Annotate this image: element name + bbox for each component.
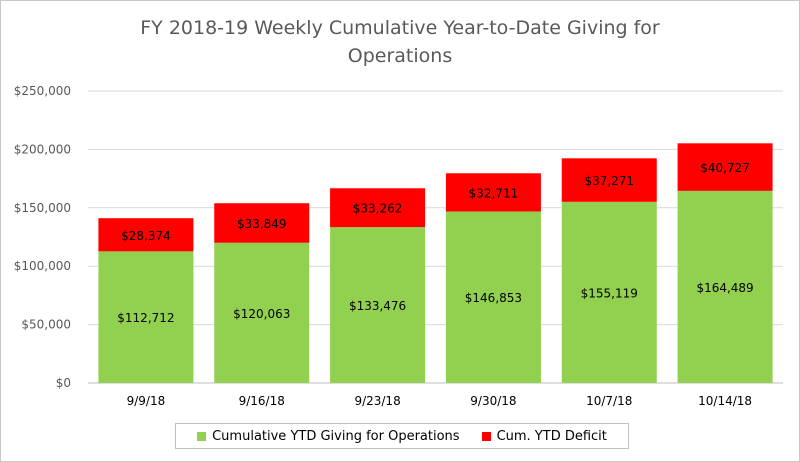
legend-swatch-deficit (481, 431, 491, 441)
data-label-deficit: $28,374 (121, 229, 171, 243)
legend-item-giving: Cumulative YTD Giving for Operations (197, 428, 460, 444)
bar-giving (561, 201, 657, 383)
chart-title-line-2: Operations (347, 45, 453, 67)
data-label-giving: $164,489 (696, 281, 753, 295)
data-label-deficit: $37,271 (584, 174, 634, 188)
legend-label-giving: Cumulative YTD Giving for Operations (212, 428, 460, 444)
legend-item-deficit: Cum. YTD Deficit (481, 428, 607, 444)
bar-giving (98, 251, 194, 383)
chart-title-line-1: FY 2018-19 Weekly Cumulative Year-to-Dat… (140, 17, 660, 39)
data-label-deficit: $33,849 (237, 217, 287, 231)
bar-giving (677, 190, 773, 383)
bar-giving (214, 242, 310, 383)
y-tick-label: $150,000 (14, 201, 71, 215)
bar-deficit (445, 173, 541, 212)
bar-deficit (561, 158, 657, 202)
bar-deficit (214, 203, 310, 243)
data-label-giving: $133,476 (349, 299, 406, 313)
y-tick-label: $0 (56, 376, 71, 390)
data-label-deficit: $32,711 (469, 186, 519, 200)
y-tick-label: $100,000 (14, 259, 71, 273)
chart-title: FY 2018-19 Weekly Cumulative Year-to-Dat… (0, 14, 800, 70)
x-tick-label: 9/9/18 (127, 394, 166, 408)
data-label-giving: $155,119 (581, 286, 638, 300)
x-tick-label: 9/23/18 (354, 394, 400, 408)
x-tick-label: 9/30/18 (470, 394, 516, 408)
data-label-deficit: $40,727 (700, 161, 750, 175)
legend-label-deficit: Cum. YTD Deficit (496, 428, 607, 444)
data-label-deficit: $33,262 (353, 202, 403, 216)
bar-deficit (330, 188, 426, 228)
chart-legend: Cumulative YTD Giving for Operations Cum… (175, 423, 629, 449)
y-tick-label: $250,000 (14, 84, 71, 98)
data-label-giving: $112,712 (117, 311, 174, 325)
bar-giving (445, 211, 541, 383)
x-tick-label: 9/16/18 (239, 394, 285, 408)
x-tick-label: 10/14/18 (698, 394, 752, 408)
x-tick-label: 10/7/18 (586, 394, 632, 408)
y-tick-label: $50,000 (21, 318, 71, 332)
data-label-giving: $120,063 (233, 307, 290, 321)
bar-deficit (677, 143, 773, 191)
y-tick-label: $200,000 (14, 142, 71, 156)
legend-swatch-giving (197, 431, 207, 441)
data-label-giving: $146,853 (465, 291, 522, 305)
bar-giving (330, 227, 426, 383)
bar-deficit (98, 218, 194, 252)
